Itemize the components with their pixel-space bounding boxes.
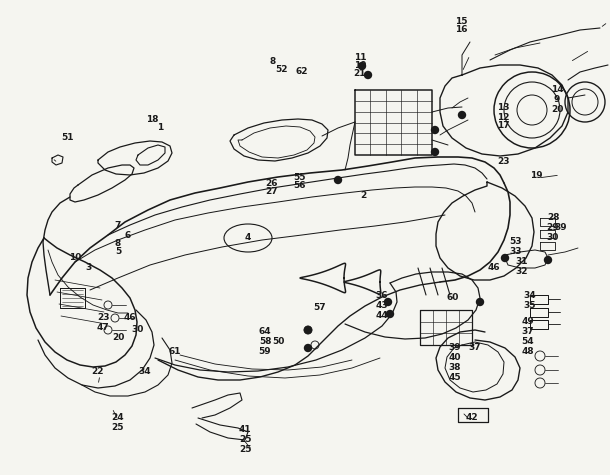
- Text: 28: 28: [547, 213, 559, 222]
- Text: 30: 30: [547, 234, 559, 243]
- Text: 20: 20: [551, 105, 563, 114]
- Text: 25: 25: [239, 446, 251, 455]
- Text: 58: 58: [259, 338, 271, 346]
- Text: 33: 33: [510, 247, 522, 257]
- Text: 12: 12: [497, 113, 509, 122]
- Text: 8: 8: [115, 239, 121, 248]
- Text: 18: 18: [146, 115, 158, 124]
- Text: 49: 49: [522, 317, 534, 326]
- Circle shape: [459, 112, 465, 118]
- Text: 40: 40: [449, 353, 461, 362]
- Text: 34: 34: [524, 291, 536, 300]
- Circle shape: [545, 256, 551, 264]
- Text: 56: 56: [294, 181, 306, 190]
- Text: 60: 60: [447, 294, 459, 303]
- Circle shape: [431, 126, 439, 133]
- Text: 24: 24: [112, 414, 124, 422]
- Text: 23: 23: [498, 158, 510, 167]
- Text: 10: 10: [69, 254, 81, 263]
- Text: 39: 39: [449, 343, 461, 352]
- Text: 34: 34: [138, 368, 151, 377]
- Text: 47: 47: [96, 323, 109, 332]
- Text: 25: 25: [239, 436, 251, 445]
- Text: 27: 27: [266, 188, 278, 197]
- Text: 61: 61: [169, 348, 181, 357]
- Text: 13: 13: [497, 104, 509, 113]
- Text: 29: 29: [547, 224, 559, 232]
- Text: 50: 50: [272, 338, 284, 346]
- Text: 31: 31: [515, 257, 528, 266]
- Text: 4: 4: [245, 234, 251, 243]
- Text: 10: 10: [354, 61, 366, 70]
- Text: 41: 41: [239, 426, 251, 435]
- Text: 19: 19: [529, 171, 542, 180]
- Text: 39: 39: [554, 224, 567, 232]
- Text: 38: 38: [449, 363, 461, 372]
- Circle shape: [431, 149, 439, 155]
- Text: 64: 64: [259, 327, 271, 336]
- Text: 37: 37: [522, 327, 534, 336]
- Text: 5: 5: [115, 247, 121, 257]
- Text: 51: 51: [62, 133, 74, 142]
- Circle shape: [359, 63, 365, 69]
- Text: 1: 1: [157, 124, 163, 133]
- Text: 3: 3: [85, 264, 91, 273]
- Circle shape: [501, 255, 509, 262]
- Text: 43: 43: [376, 301, 389, 310]
- Text: 37: 37: [468, 343, 481, 352]
- Text: 52: 52: [276, 66, 289, 75]
- Text: 7: 7: [115, 220, 121, 229]
- Text: 15: 15: [454, 18, 467, 27]
- Text: 36: 36: [376, 291, 388, 300]
- Text: 14: 14: [551, 86, 563, 95]
- Text: 11: 11: [354, 54, 366, 63]
- Text: 46: 46: [124, 314, 136, 323]
- Text: 59: 59: [259, 348, 271, 357]
- Circle shape: [476, 298, 484, 305]
- Text: 20: 20: [112, 333, 124, 342]
- Text: 16: 16: [454, 26, 467, 35]
- Text: 54: 54: [522, 338, 534, 346]
- Text: 44: 44: [376, 311, 389, 320]
- Text: 45: 45: [449, 373, 461, 382]
- Circle shape: [334, 177, 342, 183]
- Text: 30: 30: [132, 325, 144, 334]
- Text: 48: 48: [522, 348, 534, 357]
- Text: 21: 21: [354, 69, 366, 78]
- Circle shape: [304, 326, 312, 333]
- Text: 53: 53: [510, 238, 522, 247]
- Text: 2: 2: [360, 190, 366, 200]
- Text: 46: 46: [487, 264, 500, 273]
- Text: 17: 17: [497, 122, 509, 131]
- Circle shape: [384, 298, 392, 305]
- Text: 32: 32: [515, 267, 528, 276]
- Text: 8: 8: [270, 57, 276, 67]
- Text: 42: 42: [465, 414, 478, 422]
- Text: 62: 62: [296, 67, 308, 76]
- Text: 22: 22: [92, 368, 104, 377]
- Text: 57: 57: [314, 304, 326, 313]
- Text: 6: 6: [125, 230, 131, 239]
- Text: 9: 9: [554, 95, 560, 104]
- Text: 23: 23: [97, 314, 109, 323]
- Text: 35: 35: [524, 301, 536, 310]
- Circle shape: [365, 72, 371, 78]
- Circle shape: [387, 311, 393, 317]
- Text: 25: 25: [112, 424, 124, 433]
- Text: 55: 55: [294, 173, 306, 182]
- Text: 26: 26: [266, 180, 278, 189]
- Circle shape: [304, 344, 312, 352]
